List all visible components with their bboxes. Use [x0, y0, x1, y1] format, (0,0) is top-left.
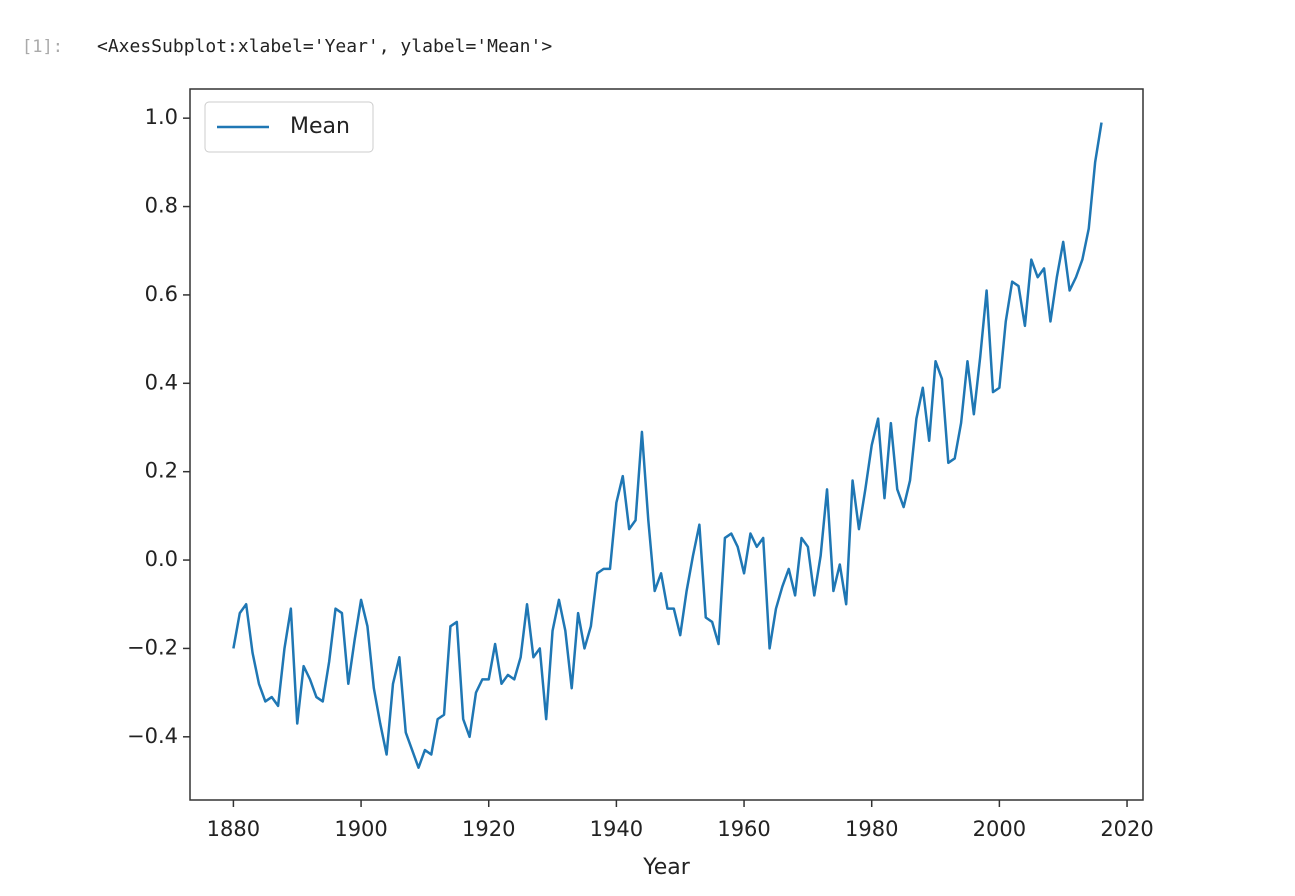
x-tick-label: 1880 [207, 817, 260, 841]
x-axis-label: Year [642, 855, 691, 880]
y-tick-label: −0.4 [127, 724, 178, 748]
legend-box [204, 101, 374, 153]
y-tick-label: 1.0 [145, 105, 178, 129]
y-tick-label: 0.8 [145, 194, 178, 218]
y-tick-label: 0.4 [145, 370, 178, 394]
y-tick-label: 0.2 [145, 459, 178, 483]
y-tick-label: 0.6 [145, 282, 178, 306]
x-tick-label: 2020 [1100, 817, 1153, 841]
legend-label: Mean [290, 114, 350, 139]
x-tick-label: 2000 [973, 817, 1026, 841]
y-tick-label: 0.0 [145, 547, 178, 571]
prompt: [1]: [22, 37, 63, 57]
x-tick-label: 1980 [845, 817, 898, 841]
output-text: <AxesSubplot:xlabel='Year', ylabel='Mean… [97, 36, 552, 57]
x-tick-label: 1940 [590, 817, 643, 841]
plot-area [189, 88, 1144, 801]
x-tick-label: 1920 [462, 817, 515, 841]
x-tick-label: 1960 [717, 817, 770, 841]
y-tick-label: −0.2 [127, 635, 178, 659]
x-tick-label: 1900 [334, 817, 387, 841]
data-line [232, 122, 1103, 769]
